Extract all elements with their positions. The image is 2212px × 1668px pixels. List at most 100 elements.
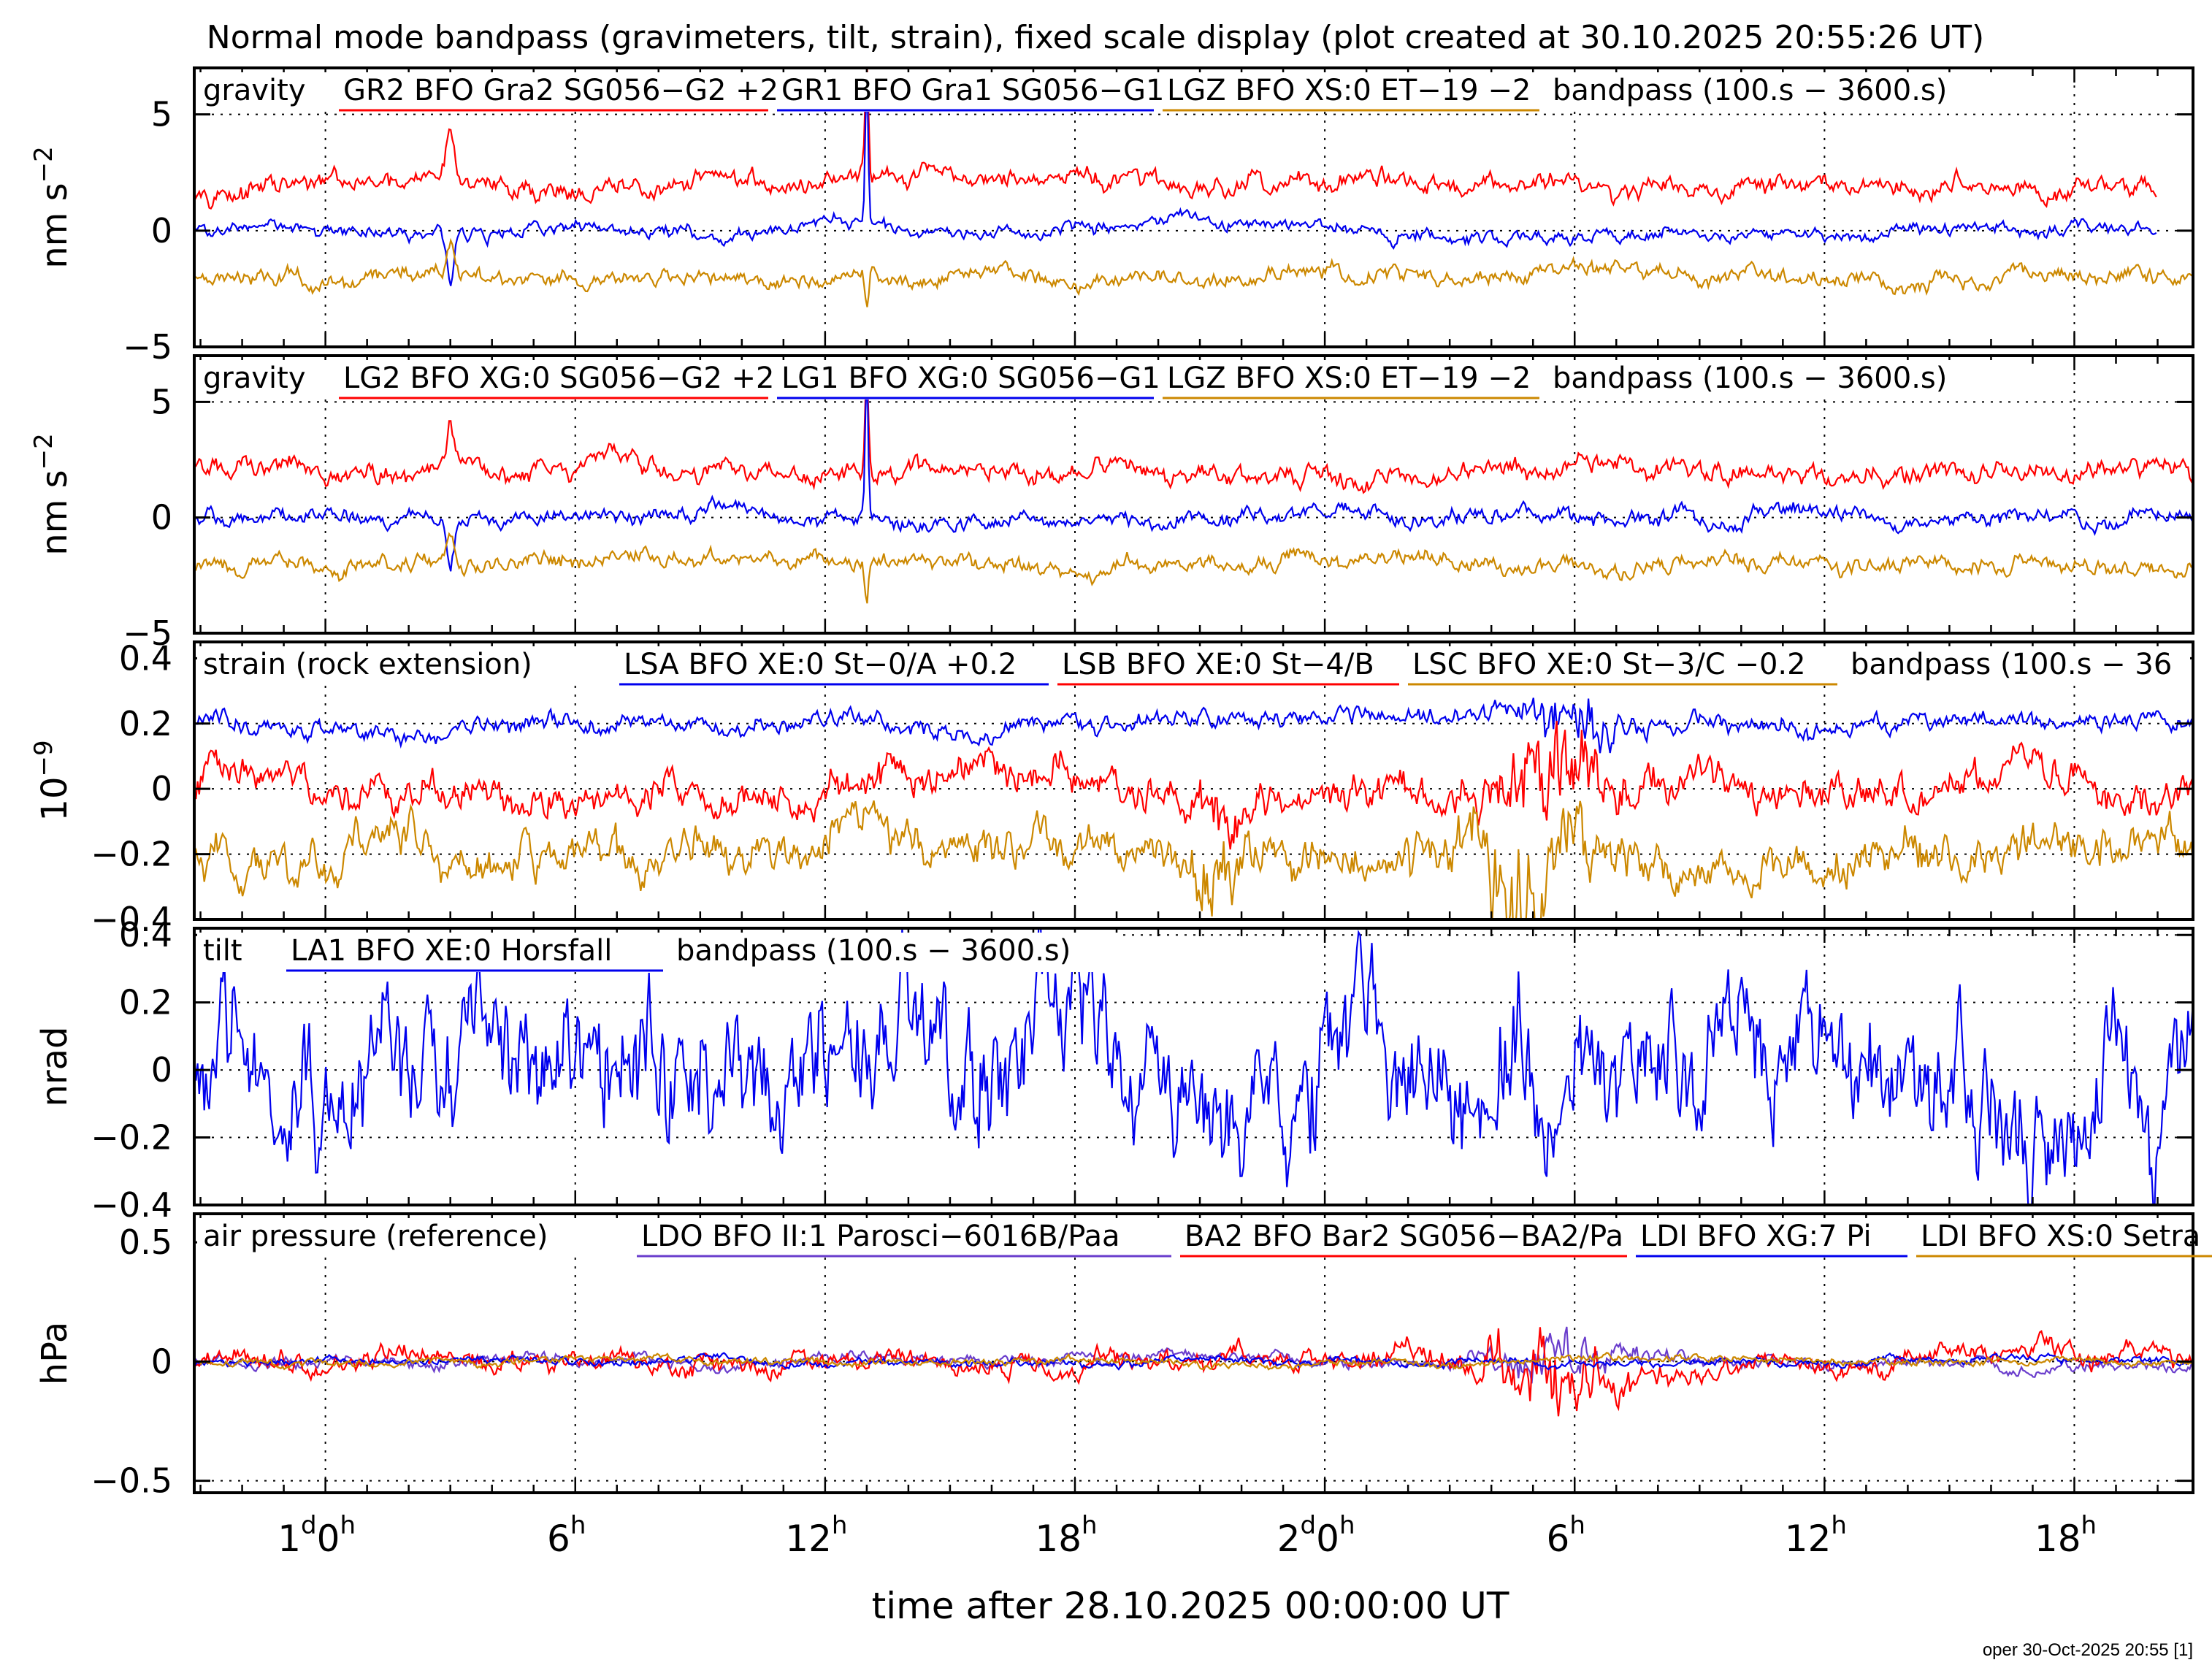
series-trace-3-1 (194, 697, 2193, 754)
legend-background (197, 1218, 2190, 1258)
x-tick-label: 2d0h (1277, 1511, 1355, 1560)
series-trace-2-2 (194, 371, 2193, 572)
legend-suffix: bandpass (100.s − 36 (1851, 648, 2172, 681)
panel-frame (193, 640, 2194, 921)
x-tick-label: 12h (785, 1511, 847, 1560)
series-trace-3-3 (194, 800, 2193, 919)
x-tick-label-unit: h (1569, 1511, 1585, 1540)
x-tick-label-value: 18 (2035, 1518, 2081, 1560)
x-tick-label-unit: d (1301, 1511, 1317, 1540)
legend-prefix: gravity (203, 74, 306, 107)
y-axis-label-text: nm s (34, 470, 75, 555)
legend-suffix: bandpass (100.s − 3600.s) (676, 934, 1071, 968)
panel-2: 5 0 −5 nm s−2 gravity LG2 BFO XG:0 SG056−G2 +… (29, 354, 2194, 653)
y-axis-label-text: nm s (34, 183, 75, 268)
legend-background (197, 933, 1120, 972)
y-tick-label: −5 (123, 327, 172, 367)
y-tick-label: −0.2 (91, 1118, 172, 1158)
y-axis-label-text: hPa (34, 1322, 75, 1385)
legend-background (197, 72, 1997, 112)
series-trace-4-1 (194, 928, 2193, 1205)
y-tick-label: 5 (151, 95, 172, 134)
x-tick-label-unit: h (1831, 1511, 1847, 1540)
legend-entry: LDI BFO XG:7 Pi (1640, 1220, 1872, 1253)
y-tick-label: 0.4 (119, 638, 172, 678)
x-tick-label-value: 0 (1316, 1518, 1339, 1560)
legend-entry: GR1 BFO Gra1 SG056−G1 (781, 74, 1164, 107)
y-tick-label: 0 (151, 211, 172, 250)
legend-entry: LDI BFO XS:0 Setra (1921, 1220, 2200, 1253)
legend-entry: LA1 BFO XE:0 Horsfall (291, 934, 612, 968)
plot-signature: oper 30-Oct-2025 20:55 [1] (1983, 1640, 2193, 1660)
x-tick-label-value: 6 (547, 1518, 570, 1560)
panel-5: 0.5 0 −0.5 hPa air pressure (reference) LDO B… (34, 1212, 2212, 1501)
series-trace-2-3 (194, 532, 2193, 604)
panel-frame (193, 354, 2194, 635)
legend-entry: LSA BFO XE:0 St−0/A +0.2 (624, 648, 1017, 681)
x-tick-label-unit: h (340, 1511, 356, 1540)
legend-prefix: tilt (203, 934, 242, 968)
y-axis-label-exponent: −2 (29, 146, 58, 183)
x-tick-label-unit: h (832, 1511, 848, 1540)
panel-4: 0.4 0.2 0 −0.2 −0.4 nrad tilt LA1 BFO XE:0 Hors… (34, 915, 2194, 1225)
y-tick-label: −0.5 (91, 1461, 172, 1501)
legend-entry: BA2 BFO Bar2 SG056−BA2/Pa (1185, 1220, 1623, 1253)
y-tick-label: 5 (151, 382, 172, 421)
x-tick-label: 18h (2035, 1511, 2097, 1560)
panel-frame (193, 927, 2194, 1206)
legend-prefix: strain (rock extension) (203, 648, 532, 681)
y-tick-label: 0.2 (119, 704, 172, 743)
y-axis-label-exponent: −9 (29, 740, 58, 776)
x-axis-label: time after 28.10.2025 00:00:00 UT (872, 1585, 1509, 1627)
x-tick-label-value: 2 (1277, 1518, 1301, 1560)
x-tick-label-value: 12 (1785, 1518, 1832, 1560)
x-tick-label: 12h (1785, 1511, 1847, 1560)
panel-frame (193, 1212, 2194, 1494)
x-tick-label: 1d0h (278, 1511, 356, 1560)
legend-entry: LG1 BFO XG:0 SG056−G1 (781, 361, 1160, 395)
x-tick-label-value: 0 (317, 1518, 340, 1560)
y-axis-label: nm s−2 (29, 433, 75, 556)
x-tick-label-value: 12 (785, 1518, 832, 1560)
panel-frame (193, 66, 2194, 348)
x-tick-label-unit: h (1339, 1511, 1355, 1540)
legend-background (197, 360, 1997, 399)
x-tick-label-unit: d (301, 1511, 317, 1540)
series-trace-1-2 (194, 80, 2157, 286)
legend-entry: LDO BFO II:1 Parosci−6016B/Paa (641, 1220, 1120, 1253)
x-tick-label-unit: h (1082, 1511, 1098, 1540)
x-tick-label: 6h (547, 1511, 586, 1560)
legend-suffix: bandpass (100.s − 3600.s) (1553, 361, 1947, 395)
legend-prefix: air pressure (reference) (203, 1220, 548, 1253)
y-tick-label: −0.4 (91, 1185, 172, 1225)
y-tick-label: 0.5 (119, 1223, 172, 1262)
series-trace-1-3 (194, 237, 2193, 307)
y-axis-label: nrad (34, 1026, 75, 1106)
series-trace-5-4 (194, 1352, 2193, 1371)
legend-entry: LSB BFO XE:0 St−4/B (1062, 648, 1374, 681)
x-tick-label-value: 6 (1547, 1518, 1570, 1560)
panel-1: 5 0 −5 nm s−2 gravity GR2 BFO Gra2 SG056−G2 +… (29, 66, 2194, 367)
y-tick-label: −0.2 (91, 835, 172, 874)
legend-entry: GR2 BFO Gra2 SG056−G2 +2 (343, 74, 778, 107)
x-tick-label-unit: h (570, 1511, 586, 1540)
x-tick-label-value: 18 (1035, 1518, 1082, 1560)
series-trace-2-1 (194, 372, 2193, 494)
x-tick-label: 6h (1547, 1511, 1585, 1560)
y-tick-label: −5 (123, 613, 172, 653)
legend-entry: LGZ BFO XS:0 ET−19 −2 (1167, 361, 1531, 395)
y-axis-label: hPa (34, 1322, 75, 1385)
x-tick-label-unit: h (2081, 1511, 2097, 1540)
y-axis-label: 10−9 (29, 740, 75, 821)
legend-prefix: gravity (203, 361, 306, 395)
legend-entry: LG2 BFO XG:0 SG056−G2 +2 (343, 361, 775, 395)
x-tick-label: 18h (1035, 1511, 1097, 1560)
y-axis-label-text: nrad (34, 1026, 75, 1106)
x-tick-label-value: 1 (278, 1518, 301, 1560)
y-tick-label: 0.4 (119, 915, 172, 954)
y-axis-label: nm s−2 (29, 146, 75, 269)
series-trace-3-2 (194, 720, 2193, 850)
legend-entry: LGZ BFO XS:0 ET−19 −2 (1167, 74, 1531, 107)
